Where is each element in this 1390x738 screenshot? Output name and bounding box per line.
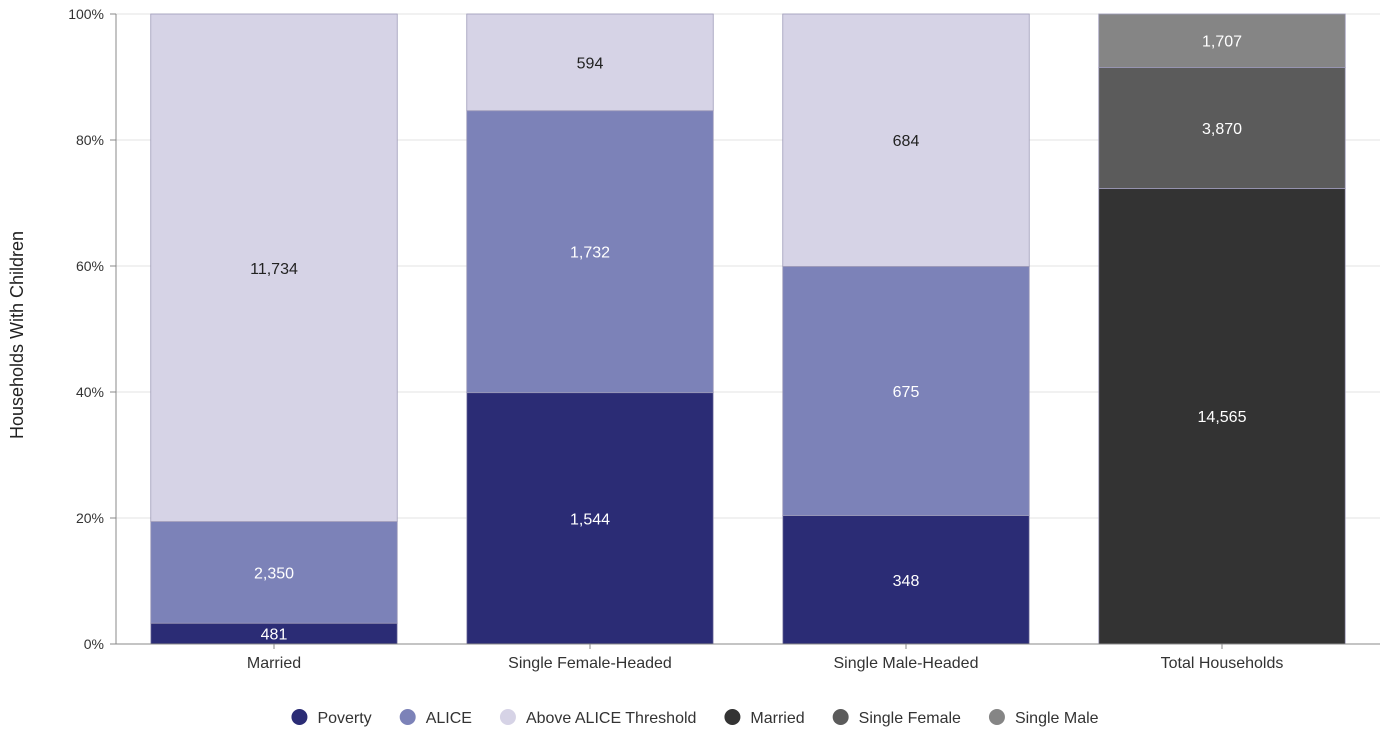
legend: Poverty ALICE Above ALICE Threshold Married… xyxy=(291,709,1099,727)
y-tick-label: 40% xyxy=(76,384,104,400)
y-tick-label: 80% xyxy=(76,132,104,148)
legend-item-married[interactable]: Married xyxy=(724,709,805,727)
legend-label: ALICE xyxy=(426,710,472,727)
bar-segment-above-alice-threshold-married xyxy=(150,13,398,522)
legend-label: Single Female xyxy=(859,710,961,727)
legend-label: Single Male xyxy=(1015,710,1099,727)
legend-marker xyxy=(832,709,849,725)
data-label: 481 xyxy=(261,627,288,644)
data-label: 348 xyxy=(893,573,920,590)
x-tick-label: Single Male-Headed xyxy=(834,655,979,672)
bar-segment-single-male-total-households xyxy=(1098,13,1346,68)
data-label: 594 xyxy=(577,55,604,72)
data-label: 11,734 xyxy=(250,261,298,278)
bar-segment-above-alice-threshold-single-female-headed xyxy=(466,13,714,112)
axes: 0% 20% 40% 60% 80% 100% Married Single Female-H… xyxy=(68,6,1380,672)
data-label: 14,565 xyxy=(1198,409,1247,426)
legend-label: Married xyxy=(750,710,804,727)
y-tick-label: 60% xyxy=(76,258,104,274)
bar-segment-above-alice-threshold-single-male-headed xyxy=(782,13,1030,267)
bar-segment-poverty-single-male-headed xyxy=(782,515,1030,645)
legend-item-poverty[interactable]: Poverty xyxy=(291,709,372,727)
bar-segment-alice-single-female-headed xyxy=(466,110,714,394)
y-tick-label: 20% xyxy=(76,510,104,526)
x-tick-label: Total Households xyxy=(1161,655,1284,672)
y-axis-title: Households With Children xyxy=(7,231,27,439)
data-label: 684 xyxy=(893,133,920,150)
legend-marker xyxy=(499,709,516,725)
legend-marker xyxy=(988,709,1005,725)
legend-item-above-alice-threshold[interactable]: Above ALICE Threshold xyxy=(499,709,696,727)
legend-marker xyxy=(724,709,741,725)
legend-item-single-male[interactable]: Single Male xyxy=(988,709,1099,727)
legend-marker xyxy=(291,709,308,725)
bar-segment-poverty-single-female-headed xyxy=(466,392,714,645)
data-label: 1,732 xyxy=(570,245,610,262)
data-label: 1,707 xyxy=(1202,34,1242,51)
x-tick-label: Married xyxy=(247,655,301,672)
data-label: 1,544 xyxy=(570,511,610,528)
legend-marker xyxy=(399,709,416,725)
legend-label: Poverty xyxy=(317,710,371,727)
x-tick-label: Single Female-Headed xyxy=(508,655,672,672)
legend-item-single-female[interactable]: Single Female xyxy=(832,709,961,727)
data-labels: 481 2,350 11,734 1,544 1,732 594 348 675 684 14,5… xyxy=(250,34,1246,644)
y-tick-label: 100% xyxy=(68,6,104,22)
data-label: 675 xyxy=(893,384,920,401)
bar-segment-single-female-total-households xyxy=(1098,66,1346,189)
data-label: 2,350 xyxy=(254,565,294,582)
legend-item-alice[interactable]: ALICE xyxy=(399,709,472,727)
y-tick-label: 0% xyxy=(84,636,104,652)
data-label: 3,870 xyxy=(1202,121,1242,138)
legend-label: Above ALICE Threshold xyxy=(526,710,696,727)
bars xyxy=(150,13,1346,645)
bar-segment-alice-married xyxy=(150,521,398,624)
